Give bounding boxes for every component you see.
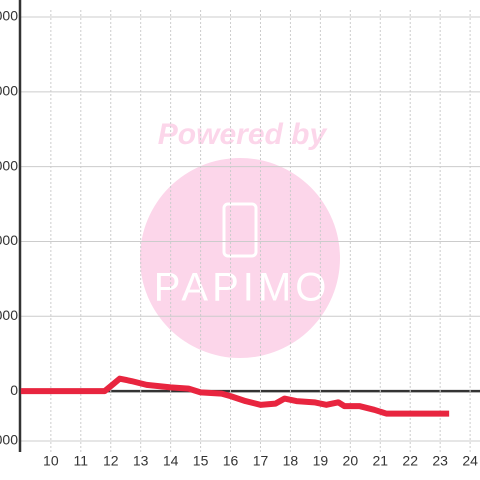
x-tick-label: 22 — [402, 453, 418, 469]
x-tick-label: 14 — [163, 453, 179, 469]
watermark-brand: PAPIMO — [154, 266, 331, 310]
y-tick-label: 0 — [10, 382, 18, 398]
data-line — [20, 375, 450, 417]
x-tick-label: 19 — [313, 453, 329, 469]
x-tick-label: 12 — [103, 453, 119, 469]
y-tick-label: 90,000 — [0, 157, 18, 173]
x-tick-label: 18 — [283, 453, 299, 469]
x-tick-label: 15 — [193, 453, 209, 469]
y-tick-label: 150,000 — [0, 8, 18, 24]
x-tick-label: 16 — [223, 453, 239, 469]
x-tick-label: 13 — [133, 453, 149, 469]
watermark-top: Powered by — [158, 118, 328, 151]
x-tick-label: 10 — [43, 453, 59, 469]
watermark-icon — [222, 202, 258, 258]
x-tick-label: 17 — [253, 453, 269, 469]
y-tick-label: -20,000 — [0, 432, 18, 448]
x-tick-label: 11 — [74, 453, 89, 469]
watermark-circle — [140, 158, 340, 358]
x-tick-label: 24 — [462, 453, 478, 469]
x-tick-label: 23 — [432, 453, 448, 469]
y-tick-label: 60,000 — [0, 232, 18, 248]
y-tick-label: 30,000 — [0, 307, 18, 323]
x-tick-label: 21 — [372, 453, 388, 469]
y-tick-label: 120,000 — [0, 83, 18, 99]
x-tick-label: 20 — [343, 453, 359, 469]
